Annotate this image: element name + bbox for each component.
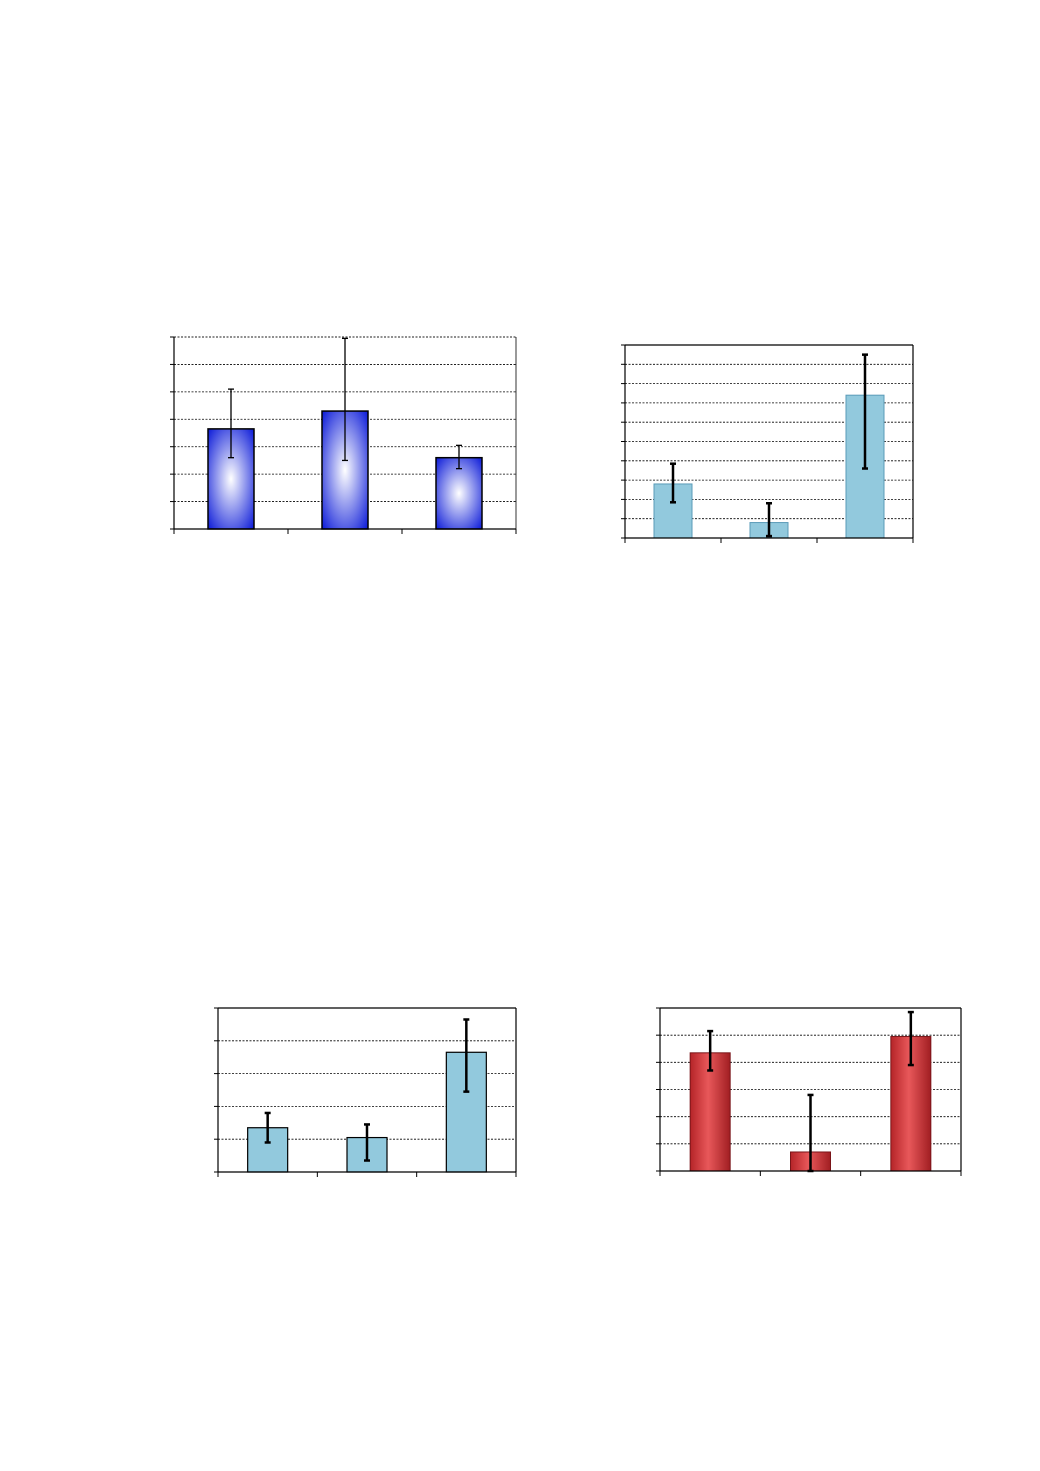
- chart-4-axes: [656, 1007, 962, 1176]
- chart-2-errorbars: [670, 353, 868, 538]
- chart-1-axes: [170, 336, 517, 534]
- bar-chart-2: [621, 344, 914, 543]
- bar-chart-3: [214, 1007, 517, 1177]
- chart-1-errorbars: [228, 337, 462, 470]
- chart-3-errorbars: [264, 1018, 470, 1162]
- chart-2-axes: [621, 344, 914, 543]
- bar-chart-4: [656, 1007, 962, 1176]
- chart-3-axes: [214, 1007, 517, 1177]
- chart-4-errorbars: [707, 1010, 914, 1173]
- bar-chart-1: [170, 336, 517, 534]
